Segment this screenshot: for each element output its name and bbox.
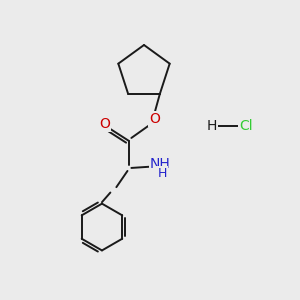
Text: NH: NH [150, 157, 171, 171]
Text: Cl: Cl [239, 119, 253, 133]
Text: H: H [157, 167, 167, 179]
Text: O: O [99, 116, 110, 130]
Text: O: O [149, 112, 160, 126]
Text: H: H [206, 119, 217, 133]
